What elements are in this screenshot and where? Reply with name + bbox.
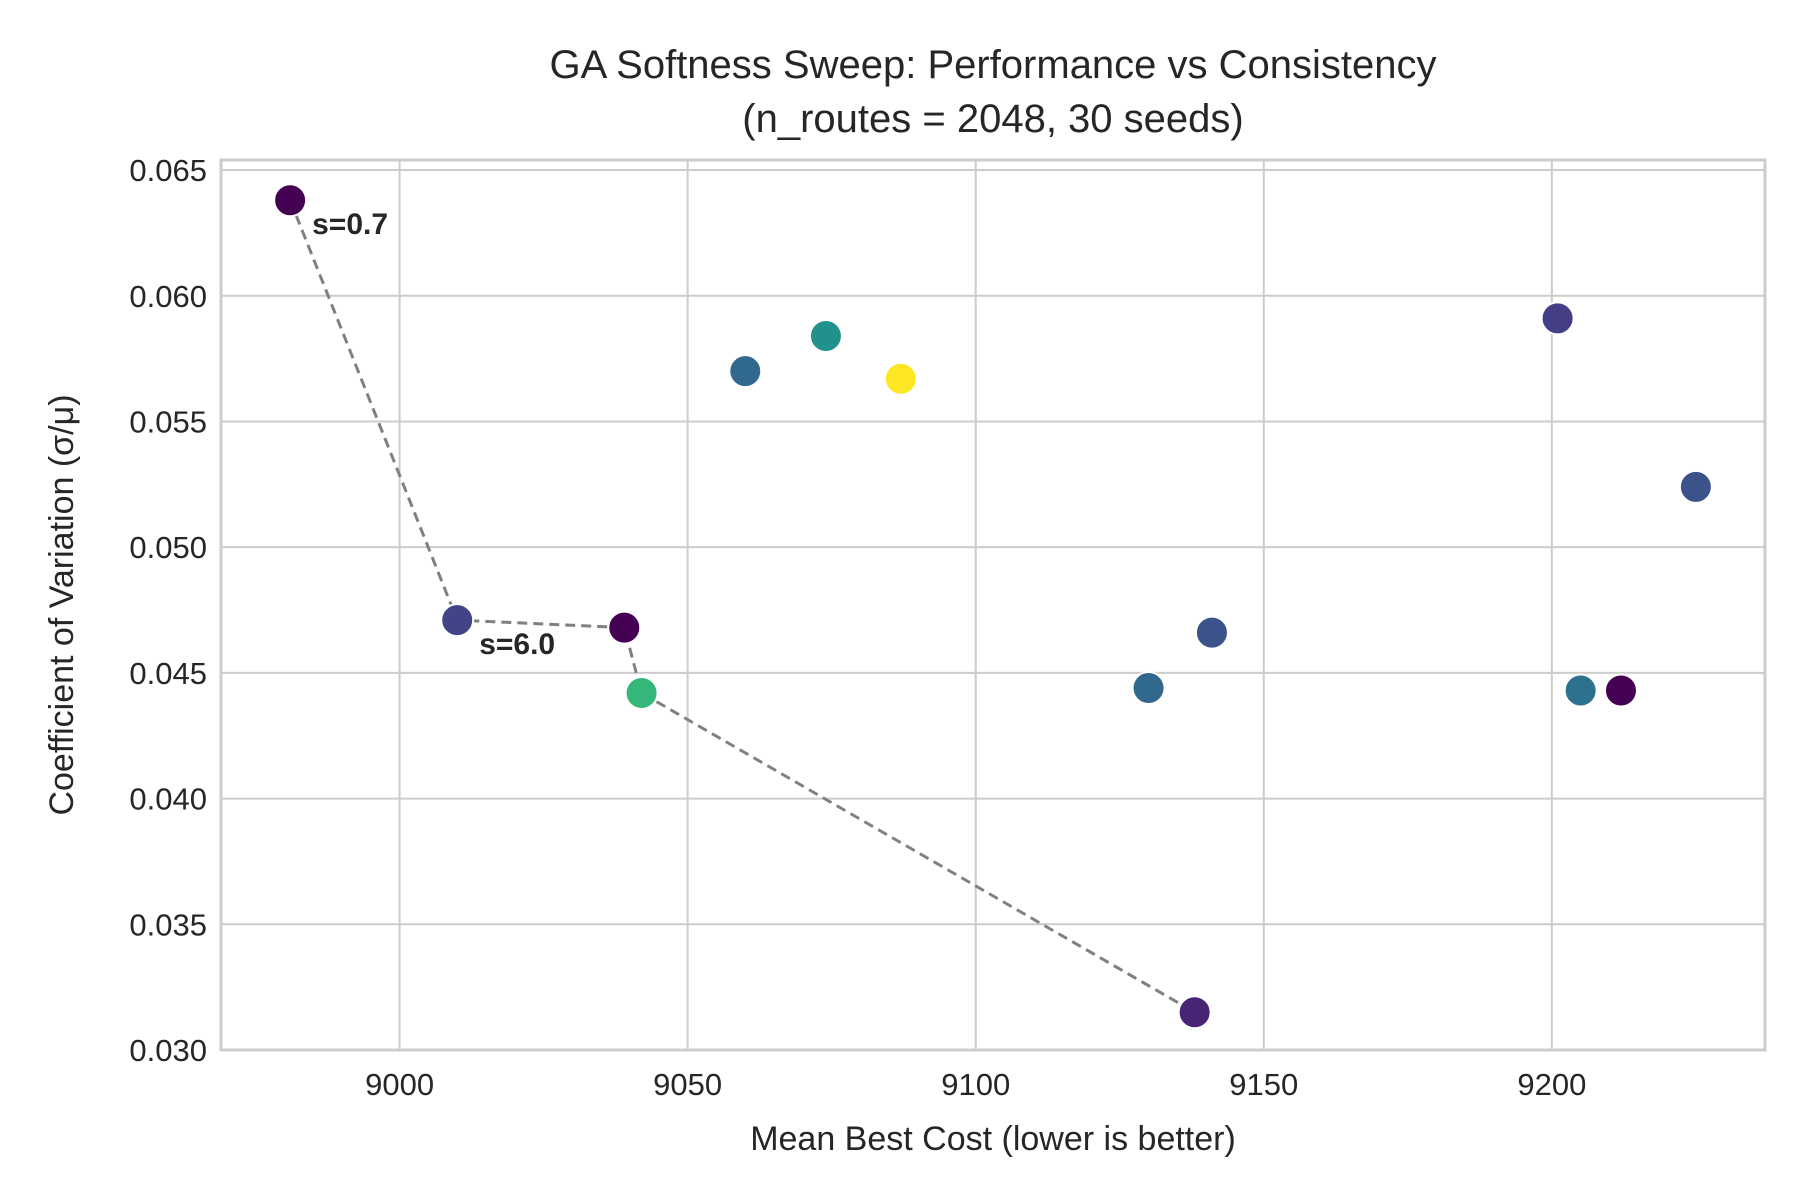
- data-point: [607, 610, 642, 645]
- annotations: s=0.7 s=6.0: [312, 208, 555, 661]
- x-tick-label: 9150: [1229, 1067, 1298, 1102]
- pareto-frontier-line: [288, 199, 1196, 1014]
- y-tick-label: 0.045: [129, 656, 207, 691]
- x-tick-label: 9050: [653, 1067, 722, 1102]
- data-point: [624, 675, 659, 710]
- y-tick-labels: 0.030 0.035 0.040 0.045 0.050 0.055 0.060 0.065: [129, 153, 207, 1068]
- data-point: [440, 603, 475, 638]
- y-tick-label: 0.055: [129, 404, 207, 439]
- data-point: [1678, 469, 1713, 504]
- x-axis-label: Mean Best Cost (lower is better): [750, 1120, 1236, 1158]
- y-tick-label: 0.065: [129, 153, 207, 188]
- y-tick-label: 0.030: [129, 1033, 207, 1068]
- data-point: [273, 183, 308, 218]
- point-annotation: s=6.0: [479, 628, 555, 661]
- y-tick-label: 0.050: [129, 530, 207, 565]
- data-point: [883, 361, 918, 396]
- data-point: [1603, 673, 1638, 708]
- y-axis-label: Coefficient of Variation (σ/μ): [43, 394, 81, 815]
- data-points: [273, 183, 1713, 1030]
- data-point: [1177, 995, 1212, 1030]
- chart-title: GA Softness Sweep: Performance vs Consis…: [549, 43, 1436, 87]
- x-tick-label: 9200: [1517, 1067, 1586, 1102]
- plot-frame: [219, 158, 1767, 1052]
- data-point: [808, 318, 843, 353]
- data-point: [1131, 670, 1166, 705]
- x-tick-label: 9100: [941, 1067, 1010, 1102]
- x-tick-labels: 9000 9050 9100 9150 9200: [365, 1067, 1586, 1102]
- x-tick-label: 9000: [365, 1067, 434, 1102]
- point-annotation: s=0.7: [312, 208, 388, 241]
- y-tick-label: 0.035: [129, 907, 207, 942]
- data-point: [1563, 673, 1598, 708]
- data-point: [728, 354, 763, 389]
- data-point: [1194, 615, 1229, 650]
- y-tick-label: 0.060: [129, 279, 207, 314]
- y-tick-label: 0.040: [129, 782, 207, 817]
- data-point: [1540, 301, 1575, 336]
- chart-subtitle: (n_routes = 2048, 30 seeds): [742, 97, 1243, 141]
